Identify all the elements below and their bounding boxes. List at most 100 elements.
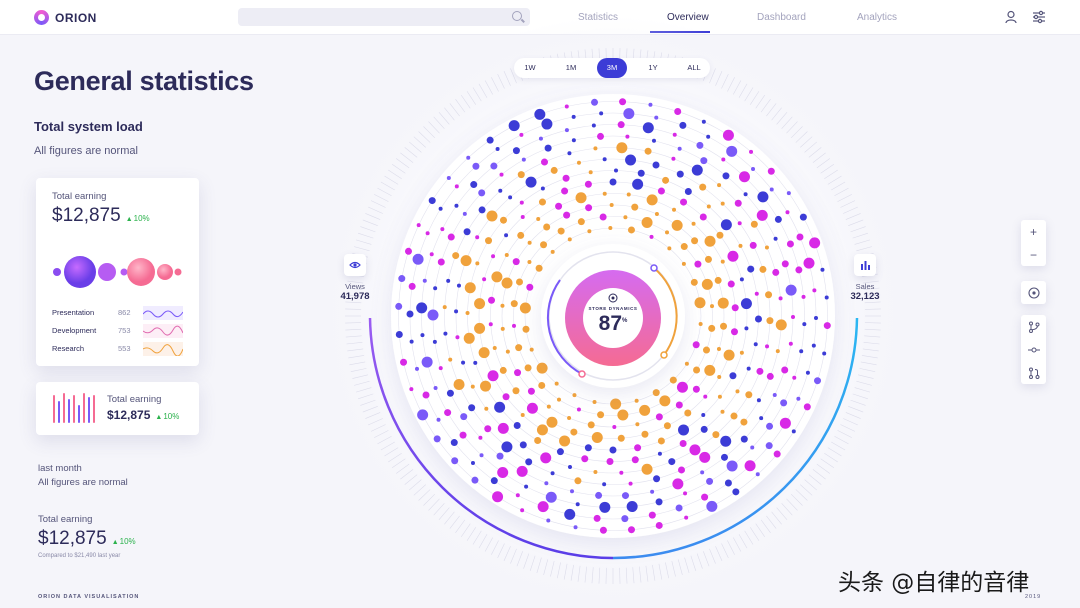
dot	[745, 391, 753, 399]
tick-mark	[444, 511, 455, 525]
search-input[interactable]	[238, 8, 530, 26]
sales-stat[interactable]: Sales 32,123	[840, 254, 890, 302]
dot	[623, 215, 628, 220]
tick-mark	[570, 564, 574, 581]
dot	[706, 477, 714, 485]
dot	[538, 381, 546, 389]
earning-card-small[interactable]: Total earning $12,875 10%	[36, 382, 199, 435]
target-icon	[608, 293, 618, 303]
dot	[676, 381, 688, 393]
bar-chart-icon[interactable]	[854, 254, 876, 276]
dot	[453, 378, 465, 390]
dot	[772, 392, 777, 397]
dot	[803, 257, 815, 269]
tick-mark	[346, 342, 363, 345]
period-3m[interactable]: 3M	[597, 58, 627, 78]
dot	[648, 511, 656, 519]
period-all[interactable]: ALL	[687, 63, 701, 72]
dot	[626, 501, 638, 513]
dot	[689, 444, 701, 456]
dot	[786, 191, 791, 196]
tick-mark	[850, 399, 866, 406]
dot	[561, 187, 569, 195]
dot	[754, 315, 762, 323]
commit-icon[interactable]	[1021, 338, 1046, 361]
dot	[498, 188, 503, 193]
sales-value: 32,123	[850, 291, 880, 302]
tick-mark	[355, 387, 372, 393]
minus-icon[interactable]: −	[1029, 247, 1037, 262]
tick-mark	[438, 507, 450, 520]
arc-handle[interactable]	[660, 351, 668, 359]
settings-sliders-icon[interactable]	[1032, 10, 1046, 24]
period-1w[interactable]: 1W	[524, 63, 536, 72]
dot	[716, 231, 724, 239]
dot	[492, 345, 497, 350]
dot	[655, 521, 663, 529]
dot	[704, 235, 716, 247]
dot	[538, 136, 543, 141]
user-icon[interactable]	[1004, 10, 1018, 24]
views-arc	[368, 317, 614, 560]
arc-handle[interactable]	[578, 370, 586, 378]
dot	[652, 389, 660, 397]
tick-mark	[449, 103, 460, 117]
tick-mark	[837, 430, 852, 438]
dot	[517, 231, 525, 239]
dot	[677, 146, 682, 151]
tick-mark	[370, 200, 386, 208]
tick-mark	[350, 368, 367, 373]
dot	[454, 309, 459, 314]
tick-mark	[347, 280, 364, 284]
dot	[525, 458, 533, 466]
dot	[559, 435, 571, 447]
eye-icon[interactable]	[344, 254, 366, 276]
tab-analytics[interactable]: Analytics	[857, 12, 898, 23]
tick-mark	[444, 107, 455, 121]
dot	[727, 250, 739, 262]
dot	[451, 457, 459, 465]
earning-card[interactable]: Total earning $12,875 10% Presentation 8…	[36, 178, 199, 366]
target-icon[interactable]	[1021, 281, 1046, 304]
tick-mark	[423, 126, 436, 139]
dot	[478, 435, 483, 440]
dot	[459, 431, 467, 439]
dot	[460, 255, 472, 267]
dot	[809, 237, 821, 249]
tick-mark	[478, 83, 488, 98]
dot	[732, 488, 740, 496]
dot	[602, 191, 607, 196]
branch-icon[interactable]	[1021, 315, 1046, 338]
search-icon[interactable]	[512, 11, 522, 21]
dot	[526, 402, 538, 414]
dot	[720, 219, 732, 231]
dot	[651, 138, 656, 143]
period-1y[interactable]: 1Y	[648, 63, 658, 72]
page-title: General statistics	[34, 66, 254, 96]
tick-mark	[529, 555, 536, 571]
dot	[575, 192, 587, 204]
pull-request-icon[interactable]	[1021, 361, 1046, 384]
tab-dashboard[interactable]: Dashboard	[757, 12, 806, 23]
dot	[727, 280, 735, 288]
tick-mark	[354, 246, 370, 252]
tick-mark	[790, 493, 803, 506]
plus-icon[interactable]: +	[1029, 224, 1037, 239]
views-stat[interactable]: Views 41,978	[330, 254, 380, 302]
dot	[529, 347, 534, 352]
logo[interactable]: ORION	[34, 10, 97, 25]
tick-mark	[391, 458, 406, 469]
dot	[726, 460, 738, 472]
dot	[788, 341, 793, 346]
tick-mark	[380, 181, 395, 191]
dot	[499, 216, 507, 224]
dot	[525, 176, 537, 188]
tab-overview[interactable]: Overview	[667, 12, 709, 23]
period-1m[interactable]: 1M	[565, 63, 577, 72]
dot	[676, 170, 684, 178]
tick-mark	[848, 219, 864, 226]
tick-mark	[696, 553, 703, 569]
tick-mark	[852, 393, 868, 400]
arc-handle[interactable]	[650, 264, 658, 272]
dot	[514, 369, 522, 377]
